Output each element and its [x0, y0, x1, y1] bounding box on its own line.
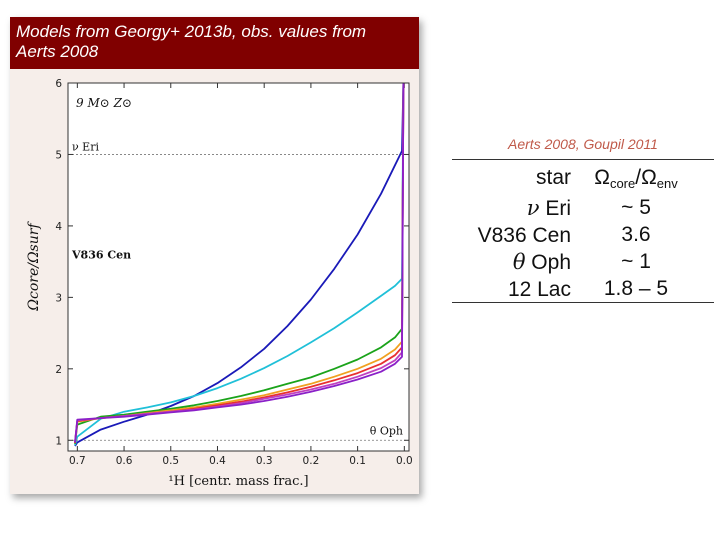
row-value: 1.8 – 5	[603, 277, 669, 300]
row-star: V836 Cen	[478, 223, 571, 248]
figure-banner: Models from Georgy+ 2013b, obs. values f…	[10, 17, 419, 69]
row-value: 3.6	[621, 223, 651, 246]
y-tick-label: 6	[55, 78, 62, 90]
reference-label: ν Eri	[72, 140, 99, 153]
row-value: ~ 1	[621, 250, 651, 273]
x-axis-label: ¹H [centr. mass frac.]	[168, 474, 308, 489]
header-ratio: Ωcore/Ωenv	[582, 166, 690, 191]
x-tick-label: 0.5	[162, 455, 179, 467]
x-tick-label: 0.6	[116, 455, 133, 467]
header-ratio-sub-core: core	[609, 176, 636, 191]
y-tick-label: 1	[55, 435, 62, 447]
table-rule-top	[452, 159, 714, 160]
series-line-2	[74, 82, 405, 446]
banner-line-1: Models from Georgy+ 2013b, obs. values f…	[16, 22, 367, 41]
star-name: Eri	[539, 197, 571, 220]
y-tick-label: 3	[55, 292, 62, 304]
star-symbol: θ	[512, 250, 526, 274]
x-tick-label: 0.3	[256, 455, 273, 467]
row-star: θ Oph	[513, 250, 571, 275]
row-star: ν Eri	[527, 196, 571, 221]
row-star: 12 Lac	[508, 277, 571, 302]
banner-line-2: Aerts 2008	[16, 42, 99, 61]
header-ratio-base: Ω	[594, 166, 610, 189]
star-name: Oph	[525, 251, 571, 274]
x-tick-label: 0.1	[349, 455, 366, 467]
series-line-1	[74, 82, 405, 447]
series-line-7	[74, 82, 405, 443]
y-tick-label: 4	[55, 221, 62, 233]
table-caption: Aerts 2008, Goupil 2011	[508, 136, 658, 152]
reference-label: V836 Cen	[71, 248, 131, 261]
table-rule-bottom	[452, 302, 714, 303]
x-tick-label: 0.0	[396, 455, 413, 467]
y-tick-label: 2	[55, 364, 62, 376]
x-tick-label: 0.4	[209, 455, 226, 467]
star-symbol: ν	[526, 196, 540, 220]
model-chart: ν Eri V836 Cen θ Oph 0.7 0.6 0.5 0.4 0.3 0.2 0.1 0…	[26, 78, 413, 489]
header-ratio-sub-env: env	[656, 176, 678, 191]
star-name: V836 Cen	[477, 224, 571, 247]
header-ratio-mid: /Ω	[635, 166, 657, 189]
header-star: star	[535, 166, 571, 189]
x-tick-label: 0.2	[303, 455, 320, 467]
plot-border	[67, 82, 410, 452]
model-label: 9 M⊙ Z⊙	[76, 96, 132, 110]
star-name: 12 Lac	[507, 278, 571, 301]
y-tick-label: 5	[55, 149, 62, 161]
figure-panel: ν Eri V836 Cen θ Oph 0.7 0.6 0.5 0.4 0.3 0.2 0.1 0…	[10, 17, 419, 494]
plot-frame	[67, 82, 410, 452]
x-tick-label: 0.7	[69, 455, 86, 467]
row-value: ~ 5	[621, 196, 651, 219]
y-axis-label: Ωcore/Ωsurf	[26, 221, 42, 312]
reference-label: θ Oph	[370, 424, 403, 437]
series-line-3	[74, 82, 405, 445]
